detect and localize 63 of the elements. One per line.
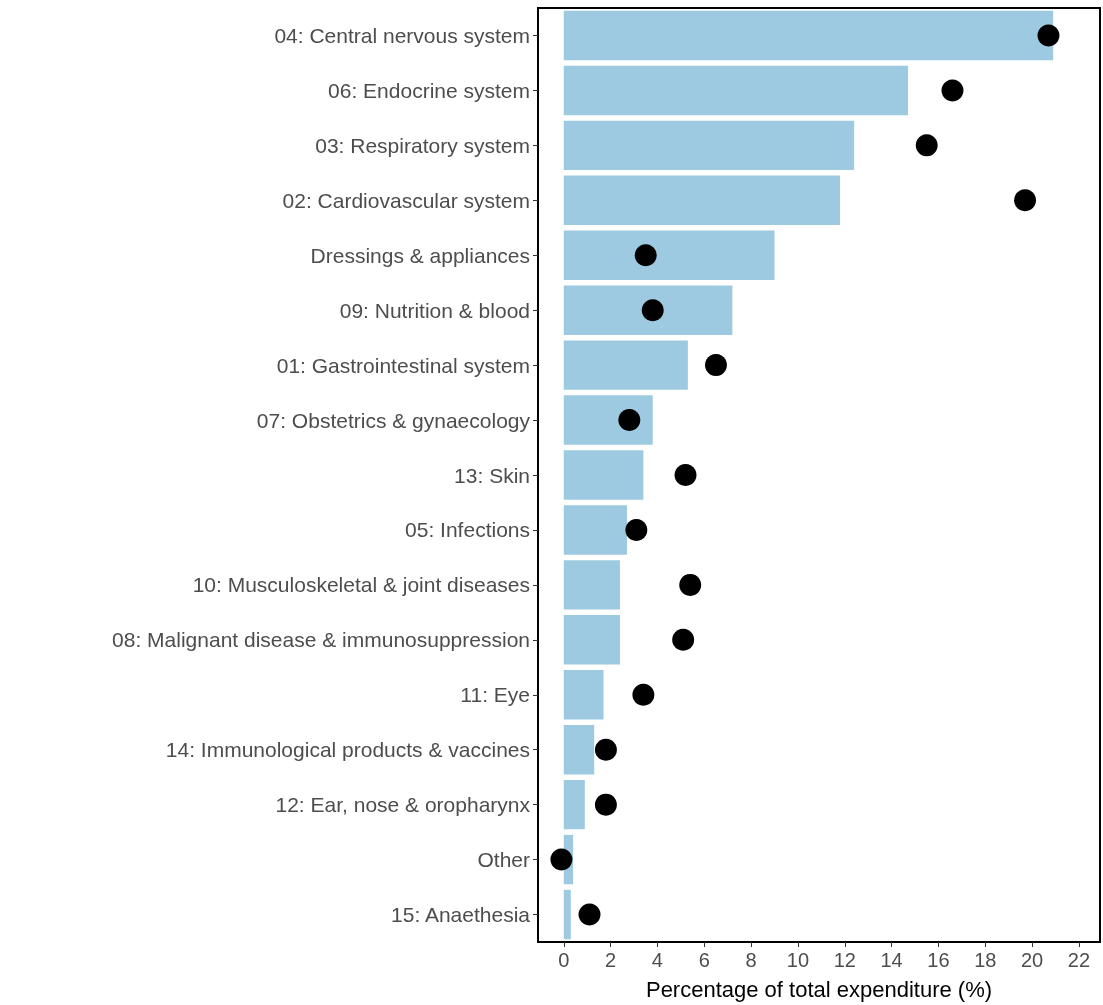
bar: [563, 450, 644, 500]
bar: [563, 889, 571, 940]
point: [704, 354, 727, 377]
point: [550, 848, 573, 871]
point: [594, 793, 617, 816]
bar: [563, 120, 855, 171]
y-tick-label: 09: Nutrition & blood: [339, 298, 530, 322]
y-tick-label: 01: Gastrointestinal system: [276, 353, 530, 377]
y-tick-label: 02: Cardiovascular system: [282, 188, 530, 212]
point: [915, 134, 938, 157]
y-tick-label: 05: Infections: [405, 518, 530, 542]
bar: [563, 779, 585, 830]
y-tick-label: 06: Endocrine system: [328, 78, 530, 102]
y-tick-label: 14: Immunological products & vaccines: [165, 738, 530, 762]
bar: [563, 560, 620, 610]
point: [674, 464, 697, 486]
bar: [563, 724, 595, 775]
x-tick-label: 6: [698, 949, 710, 971]
bar: [563, 10, 1054, 61]
x-tick-label: 8: [745, 949, 757, 971]
x-tick-label: 18: [974, 949, 997, 971]
y-tick-label: 15: Anaethesia: [391, 903, 531, 927]
bar: [563, 285, 733, 335]
point: [594, 738, 617, 761]
y-tick-label: 03: Respiratory system: [315, 133, 530, 157]
y-tick-label: Dressings & appliances: [310, 243, 530, 267]
bar: [563, 65, 908, 116]
point: [634, 244, 657, 267]
bar: [563, 395, 653, 445]
x-tick-label: 10: [786, 949, 810, 971]
bar: [563, 505, 627, 555]
x-axis-title: Percentage of total expenditure (%): [645, 976, 993, 1002]
point: [1014, 189, 1037, 212]
x-tick-label: 14: [880, 949, 903, 971]
y-tick-label: 04: Central nervous system: [274, 23, 530, 47]
bar: [563, 670, 604, 720]
y-tick-label: Other: [477, 848, 530, 872]
y-tick-label: 07: Obstetrics & gynaecology: [256, 408, 531, 432]
y-tick-label: 08: Malignant disease & immunosuppression: [112, 628, 530, 652]
point: [618, 409, 641, 432]
y-tick-label: 10: Musculoskeletal & joint diseases: [192, 573, 530, 597]
bar: [563, 615, 620, 665]
bar: [563, 175, 841, 226]
y-tick-label: 12: Ear, nose & oropharynx: [275, 793, 531, 817]
point: [1037, 24, 1060, 47]
point: [578, 903, 601, 926]
bar: [563, 340, 688, 390]
x-tick-label: 20: [1020, 949, 1044, 971]
bar: [563, 230, 775, 280]
point: [941, 79, 964, 102]
y-tick-label: 11: Eye: [460, 683, 530, 707]
x-tick-label: 22: [1067, 949, 1091, 971]
x-tick-label: 0: [558, 949, 570, 971]
point: [679, 573, 702, 596]
x-tick-label: 2: [605, 949, 617, 971]
point: [672, 628, 695, 651]
point: [632, 683, 655, 706]
y-tick-label: 13: Skin: [454, 463, 530, 487]
x-tick-label: 16: [927, 949, 950, 971]
point: [625, 518, 648, 541]
x-tick-label: 4: [651, 949, 663, 971]
point: [641, 299, 664, 322]
x-tick-label: 12: [833, 949, 856, 971]
